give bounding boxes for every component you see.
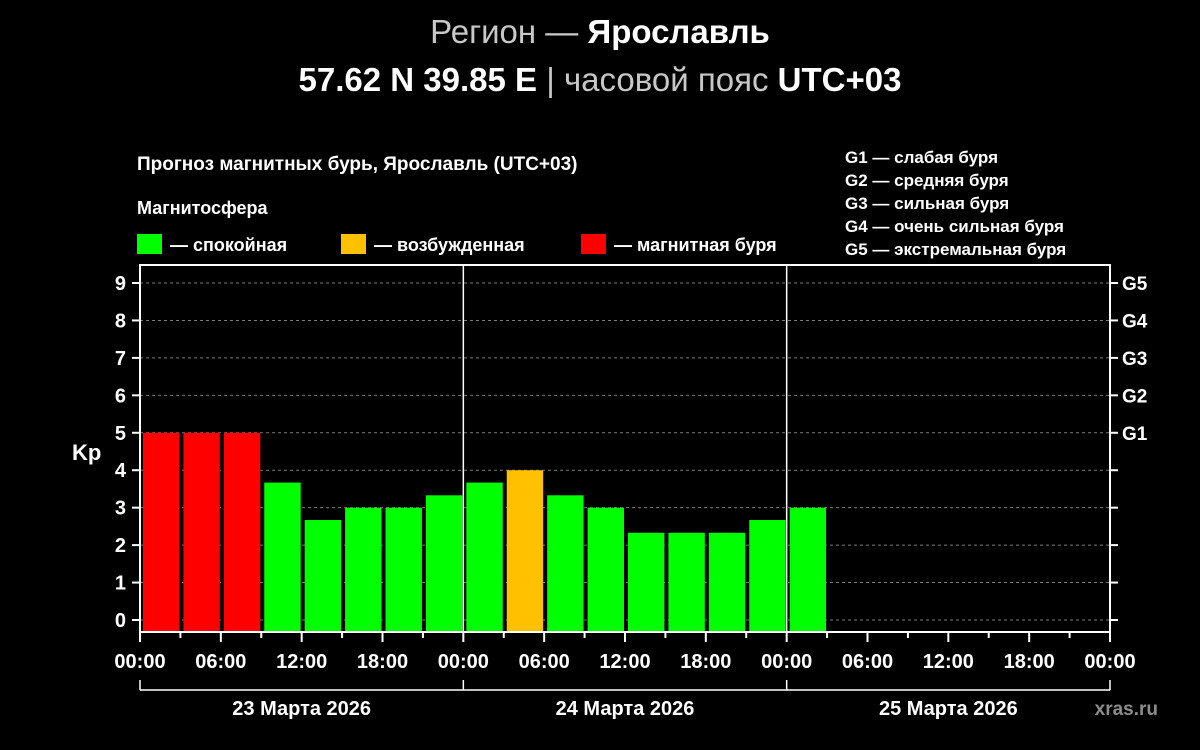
kp-bar — [385, 507, 422, 632]
separator: | — [537, 61, 564, 98]
kp-bar — [466, 482, 503, 632]
g-level-label: G2 — [1122, 386, 1147, 407]
g-level-label: G5 — [1122, 274, 1148, 295]
legend-label-quiet: — спокойная — [170, 235, 287, 255]
kp-bar — [749, 520, 786, 632]
kp-bar — [708, 532, 746, 632]
y-axis-label: Kp — [72, 440, 101, 465]
x-tick-label: 12:00 — [599, 651, 650, 673]
x-tick-label: 06:00 — [519, 651, 570, 673]
kp-bar — [547, 495, 584, 632]
kp-bar — [506, 470, 544, 632]
y-tick-label: 5 — [115, 423, 126, 445]
region-name: Ярославль — [587, 13, 770, 50]
legend-label-storm: — магнитная буря — [614, 235, 777, 255]
x-tick-label: 18:00 — [357, 651, 408, 673]
y-tick-label: 0 — [115, 610, 126, 632]
x-tick-label: 06:00 — [195, 651, 246, 673]
kp-bar — [264, 482, 301, 632]
g-level-label: G1 — [1122, 424, 1148, 445]
region-prefix: Регион — — [430, 13, 588, 50]
y-tick-label: 2 — [115, 535, 126, 557]
legend-section-label: Магнитосфера — [137, 198, 269, 218]
day-label: 24 Марта 2026 — [556, 698, 695, 720]
legend-label-active: — возбужденная — [374, 235, 525, 255]
kp-bar — [628, 532, 665, 632]
day-label: 23 Марта 2026 — [232, 698, 371, 720]
x-tick-label: 00:00 — [1084, 651, 1135, 673]
kp-bar — [143, 432, 180, 632]
x-tick-label: 00:00 — [438, 651, 489, 673]
x-tick-label: 12:00 — [923, 651, 974, 673]
g-level-label: G3 — [1122, 349, 1147, 370]
page-subtitle: 57.62 N 39.85 E | часовой пояс UTC+03 — [0, 60, 1200, 100]
kp-bar — [668, 532, 705, 632]
kp-bar — [789, 507, 827, 632]
x-tick-label: 18:00 — [1004, 651, 1055, 673]
page-title: Регион — Ярославль — [0, 12, 1200, 52]
x-tick-label: 00:00 — [114, 651, 165, 673]
g-scale-g5: G5 — экстремальная буря — [845, 240, 1066, 259]
kp-bar — [183, 432, 220, 632]
chart-title: Прогноз магнитных бурь, Ярославль (UTC+0… — [137, 154, 578, 175]
y-tick-label: 3 — [115, 498, 126, 520]
timezone-prefix: часовой пояс — [563, 61, 778, 98]
kp-bar — [304, 520, 342, 632]
kp-bar — [223, 432, 261, 632]
watermark: xras.ru — [1095, 699, 1158, 720]
legend-swatch-active — [341, 234, 366, 254]
x-tick-label: 06:00 — [842, 651, 893, 673]
x-tick-label: 18:00 — [680, 651, 731, 673]
g-scale-g3: G3 — сильная буря — [845, 194, 1009, 213]
coordinates: 57.62 N 39.85 E — [298, 61, 538, 98]
day-label: 25 Марта 2026 — [879, 698, 1018, 720]
g-scale-g1: G1 — слабая буря — [845, 148, 998, 167]
g-level-label: G4 — [1122, 311, 1148, 332]
y-tick-label: 9 — [115, 273, 126, 295]
legend-swatch-storm — [581, 234, 606, 254]
kp-bar — [587, 507, 624, 632]
x-tick-label: 12:00 — [276, 651, 327, 673]
g-scale-g4: G4 — очень сильная буря — [845, 217, 1064, 236]
y-tick-label: 7 — [115, 348, 126, 370]
y-tick-label: 1 — [115, 573, 126, 595]
legend-swatch-quiet — [137, 234, 162, 254]
g-scale-g2: G2 — средняя буря — [845, 171, 1009, 190]
timezone-value: UTC+03 — [777, 61, 902, 98]
kp-bar — [345, 507, 382, 632]
x-tick-label: 00:00 — [761, 651, 812, 673]
y-tick-label: 4 — [115, 460, 127, 482]
y-tick-label: 8 — [115, 310, 126, 332]
y-tick-label: 6 — [115, 385, 126, 407]
kp-bar — [425, 495, 463, 632]
